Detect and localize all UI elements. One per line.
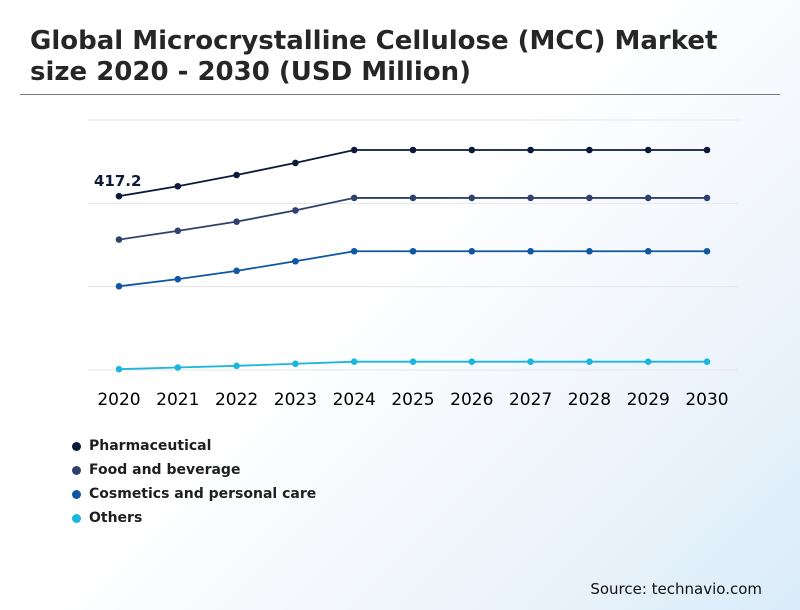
legend-label: Others (89, 510, 143, 526)
data-point (586, 146, 593, 154)
data-point (233, 171, 240, 179)
x-tick-label: 2023 (274, 390, 317, 410)
x-tick-label: 2027 (509, 390, 552, 410)
data-point (233, 362, 240, 370)
data-point (527, 358, 534, 365)
data-point (233, 267, 240, 275)
x-tick-label: 2022 (215, 390, 258, 410)
chart-legend: Pharmaceutical Food and beverage Cosmetics… (72, 434, 316, 530)
series-line (118, 197, 707, 241)
data-point (409, 247, 417, 255)
legend-marker (72, 465, 81, 475)
data-point (292, 257, 299, 265)
data-point (350, 194, 358, 202)
data-point (292, 360, 299, 368)
data-point (350, 358, 358, 365)
legend-label: Cosmetics and personal care (89, 486, 317, 502)
data-point (115, 236, 123, 243)
x-tick-label: 2021 (156, 390, 199, 410)
data-label: 417.2 (94, 172, 141, 190)
legend-marker (72, 513, 81, 523)
data-point (644, 358, 652, 365)
data-point (703, 146, 711, 154)
data-point (292, 207, 299, 214)
data-point (586, 194, 593, 202)
data-point (233, 218, 240, 225)
data-point (468, 146, 476, 154)
series-line (118, 250, 707, 288)
data-point (350, 247, 358, 255)
x-tick-label: 2020 (97, 390, 140, 410)
data-point (468, 247, 476, 255)
legend-item: Others (72, 506, 316, 530)
chart-title: Global Microcrystalline Cellulose (MCC) … (30, 26, 718, 87)
legend-marker (72, 441, 81, 451)
data-point (350, 146, 358, 154)
legend-item: Food and beverage (72, 458, 316, 482)
data-point (468, 194, 476, 202)
legend-item: Pharmaceutical (72, 434, 316, 458)
data-point (409, 358, 417, 365)
data-point (409, 194, 417, 202)
data-point (174, 227, 182, 235)
data-point (409, 146, 417, 154)
data-point (703, 247, 711, 255)
legend-marker (72, 489, 81, 499)
data-point (115, 365, 123, 373)
data-point (115, 282, 123, 290)
legend-label: Food and beverage (89, 462, 241, 478)
data-point (527, 146, 534, 154)
x-tick-label: 2028 (568, 390, 611, 410)
data-point (644, 146, 652, 154)
data-point (468, 358, 476, 365)
data-point (644, 194, 652, 202)
x-tick-label: 2026 (450, 390, 493, 410)
x-tick-label: 2029 (627, 390, 670, 410)
data-point (115, 192, 123, 200)
data-point (703, 358, 711, 365)
data-point (292, 159, 299, 167)
source-credit: Source: technavio.com (590, 580, 762, 598)
data-point (644, 247, 652, 255)
data-point (527, 194, 534, 202)
series-line (118, 149, 707, 198)
data-point (174, 182, 182, 190)
data-point (174, 364, 182, 371)
line-chart: 417.2 2020 2021 2022 2023 2024 2025 2026 2027 202… (88, 119, 738, 410)
legend-label: Pharmaceutical (89, 438, 212, 454)
data-point (174, 275, 182, 283)
x-tick-label: 2030 (685, 390, 728, 410)
x-tick-label: 2025 (391, 390, 434, 410)
data-point (586, 358, 593, 365)
data-point (586, 247, 593, 255)
data-point (527, 247, 534, 255)
data-point (703, 194, 711, 202)
title-divider (20, 94, 780, 95)
x-tick-label: 2024 (333, 390, 376, 410)
legend-item: Cosmetics and personal care (72, 482, 316, 506)
